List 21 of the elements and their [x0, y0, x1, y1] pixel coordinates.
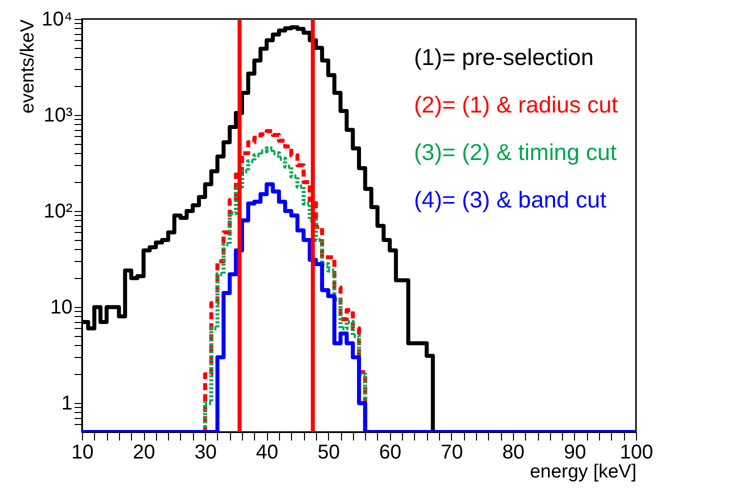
x-tick-label: 10 — [71, 442, 94, 464]
y-tick-label: 10⁴ — [42, 8, 72, 30]
x-tick-label: 50 — [318, 442, 340, 464]
y-tick-label: 10³ — [44, 104, 73, 127]
x-tick-label: 30 — [194, 442, 217, 464]
y-tick-label: 10 — [50, 296, 72, 319]
x-tick-label: 40 — [256, 442, 278, 464]
y-tick-label: 1 — [61, 392, 72, 415]
text: (1)= pre-selection — [414, 44, 594, 70]
text: (3)= (2) & timing cut — [414, 139, 618, 165]
x-tick-label: 80 — [502, 442, 525, 464]
y-axis-title: events/keV — [18, 19, 39, 114]
x-tick-label: 70 — [440, 442, 463, 464]
text: (2)= (1) & radius cut — [414, 92, 618, 118]
text: (4)= (3) & band cut — [414, 186, 608, 212]
y-tick-label: 10² — [44, 200, 73, 223]
x-tick-label: 90 — [564, 442, 586, 464]
x-tick-label: 100 — [620, 442, 654, 464]
x-axis-title: energy [keV] — [530, 462, 636, 482]
x-tick-label: 60 — [379, 442, 402, 464]
x-tick-label: 20 — [132, 442, 156, 464]
